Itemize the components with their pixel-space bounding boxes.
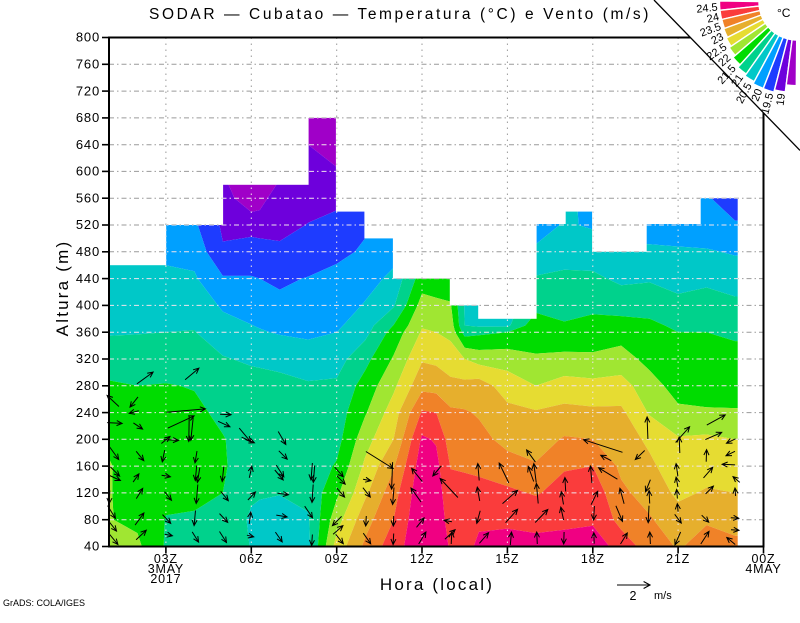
svg-text:600: 600 [76,164,100,179]
svg-text:21: 21 [729,72,746,89]
svg-text:18Z: 18Z [581,552,605,566]
svg-text:240: 240 [76,405,100,420]
svg-text:800: 800 [76,30,100,45]
svg-text:680: 680 [76,110,100,125]
svg-text:520: 520 [76,217,100,232]
svg-text:400: 400 [76,298,100,313]
svg-text:720: 720 [76,83,100,98]
svg-text:12Z: 12Z [410,552,434,566]
svg-text:Altura (m): Altura (m) [53,240,72,337]
svg-text:23: 23 [709,31,725,47]
svg-text:160: 160 [76,458,100,473]
svg-text:°C: °C [777,6,791,20]
svg-text:21Z: 21Z [666,552,690,566]
svg-text:2: 2 [630,589,637,603]
svg-text:560: 560 [76,190,100,205]
svg-text:20: 20 [750,87,766,103]
svg-text:GrADS: COLA/IGES: GrADS: COLA/IGES [3,598,85,608]
svg-text:760: 760 [76,57,100,72]
svg-text:440: 440 [76,271,100,286]
svg-text:120: 120 [76,485,100,500]
svg-text:3MAY: 3MAY [148,562,184,576]
svg-text:24.5: 24.5 [696,2,719,16]
svg-text:SODAR — Cubatao — Temperatura: SODAR — Cubatao — Temperatura (°C) e Ven… [149,6,651,23]
svg-text:640: 640 [76,137,100,152]
svg-text:320: 320 [76,351,100,366]
svg-text:03Z: 03Z [154,552,178,566]
svg-text:09Z: 09Z [325,552,349,566]
svg-text:200: 200 [76,432,100,447]
svg-text:480: 480 [76,244,100,259]
svg-text:15Z: 15Z [495,552,519,566]
svg-text:06Z: 06Z [239,552,263,566]
svg-text:m/s: m/s [654,590,672,602]
svg-text:80: 80 [84,512,100,527]
svg-text:2017: 2017 [150,572,181,586]
svg-text:19: 19 [775,93,788,107]
svg-text:24: 24 [706,11,721,25]
svg-text:00Z: 00Z [752,552,776,566]
svg-text:4MAY: 4MAY [745,562,781,576]
svg-text:19.5: 19.5 [759,92,776,116]
svg-text:Hora (local): Hora (local) [380,575,494,594]
svg-text:40: 40 [84,539,100,554]
svg-text:360: 360 [76,324,100,339]
svg-text:280: 280 [76,378,100,393]
